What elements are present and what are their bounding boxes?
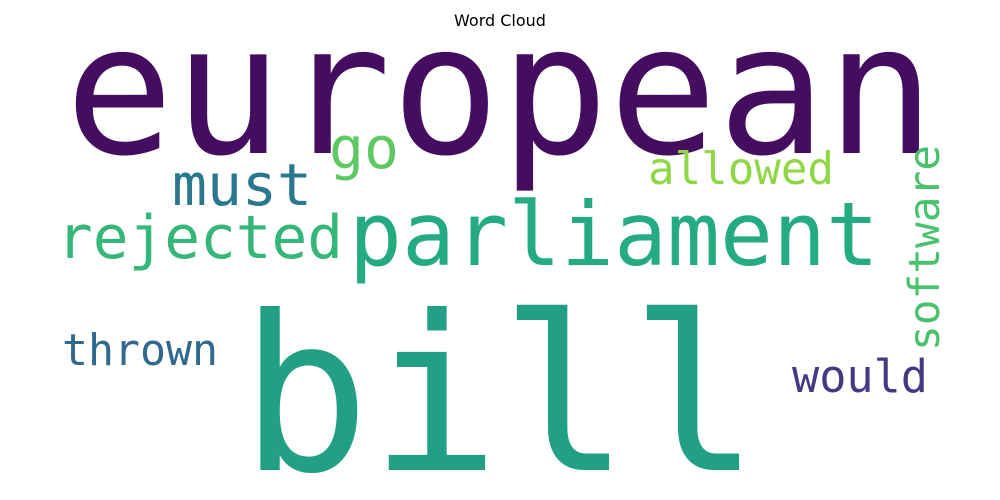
word-parliament: parliament [349,183,879,286]
word-would: would [792,350,928,403]
word-go: go [329,114,399,182]
word-rejected: rejected [57,204,343,273]
word-european: european [65,0,935,196]
chart-title: Word Cloud [454,11,546,30]
word-software: software [900,145,950,351]
word-must: must [172,151,312,219]
word-bill: bill [240,270,760,500]
word-thrown: thrown [62,326,218,376]
word-allowed: allowed [648,144,834,195]
